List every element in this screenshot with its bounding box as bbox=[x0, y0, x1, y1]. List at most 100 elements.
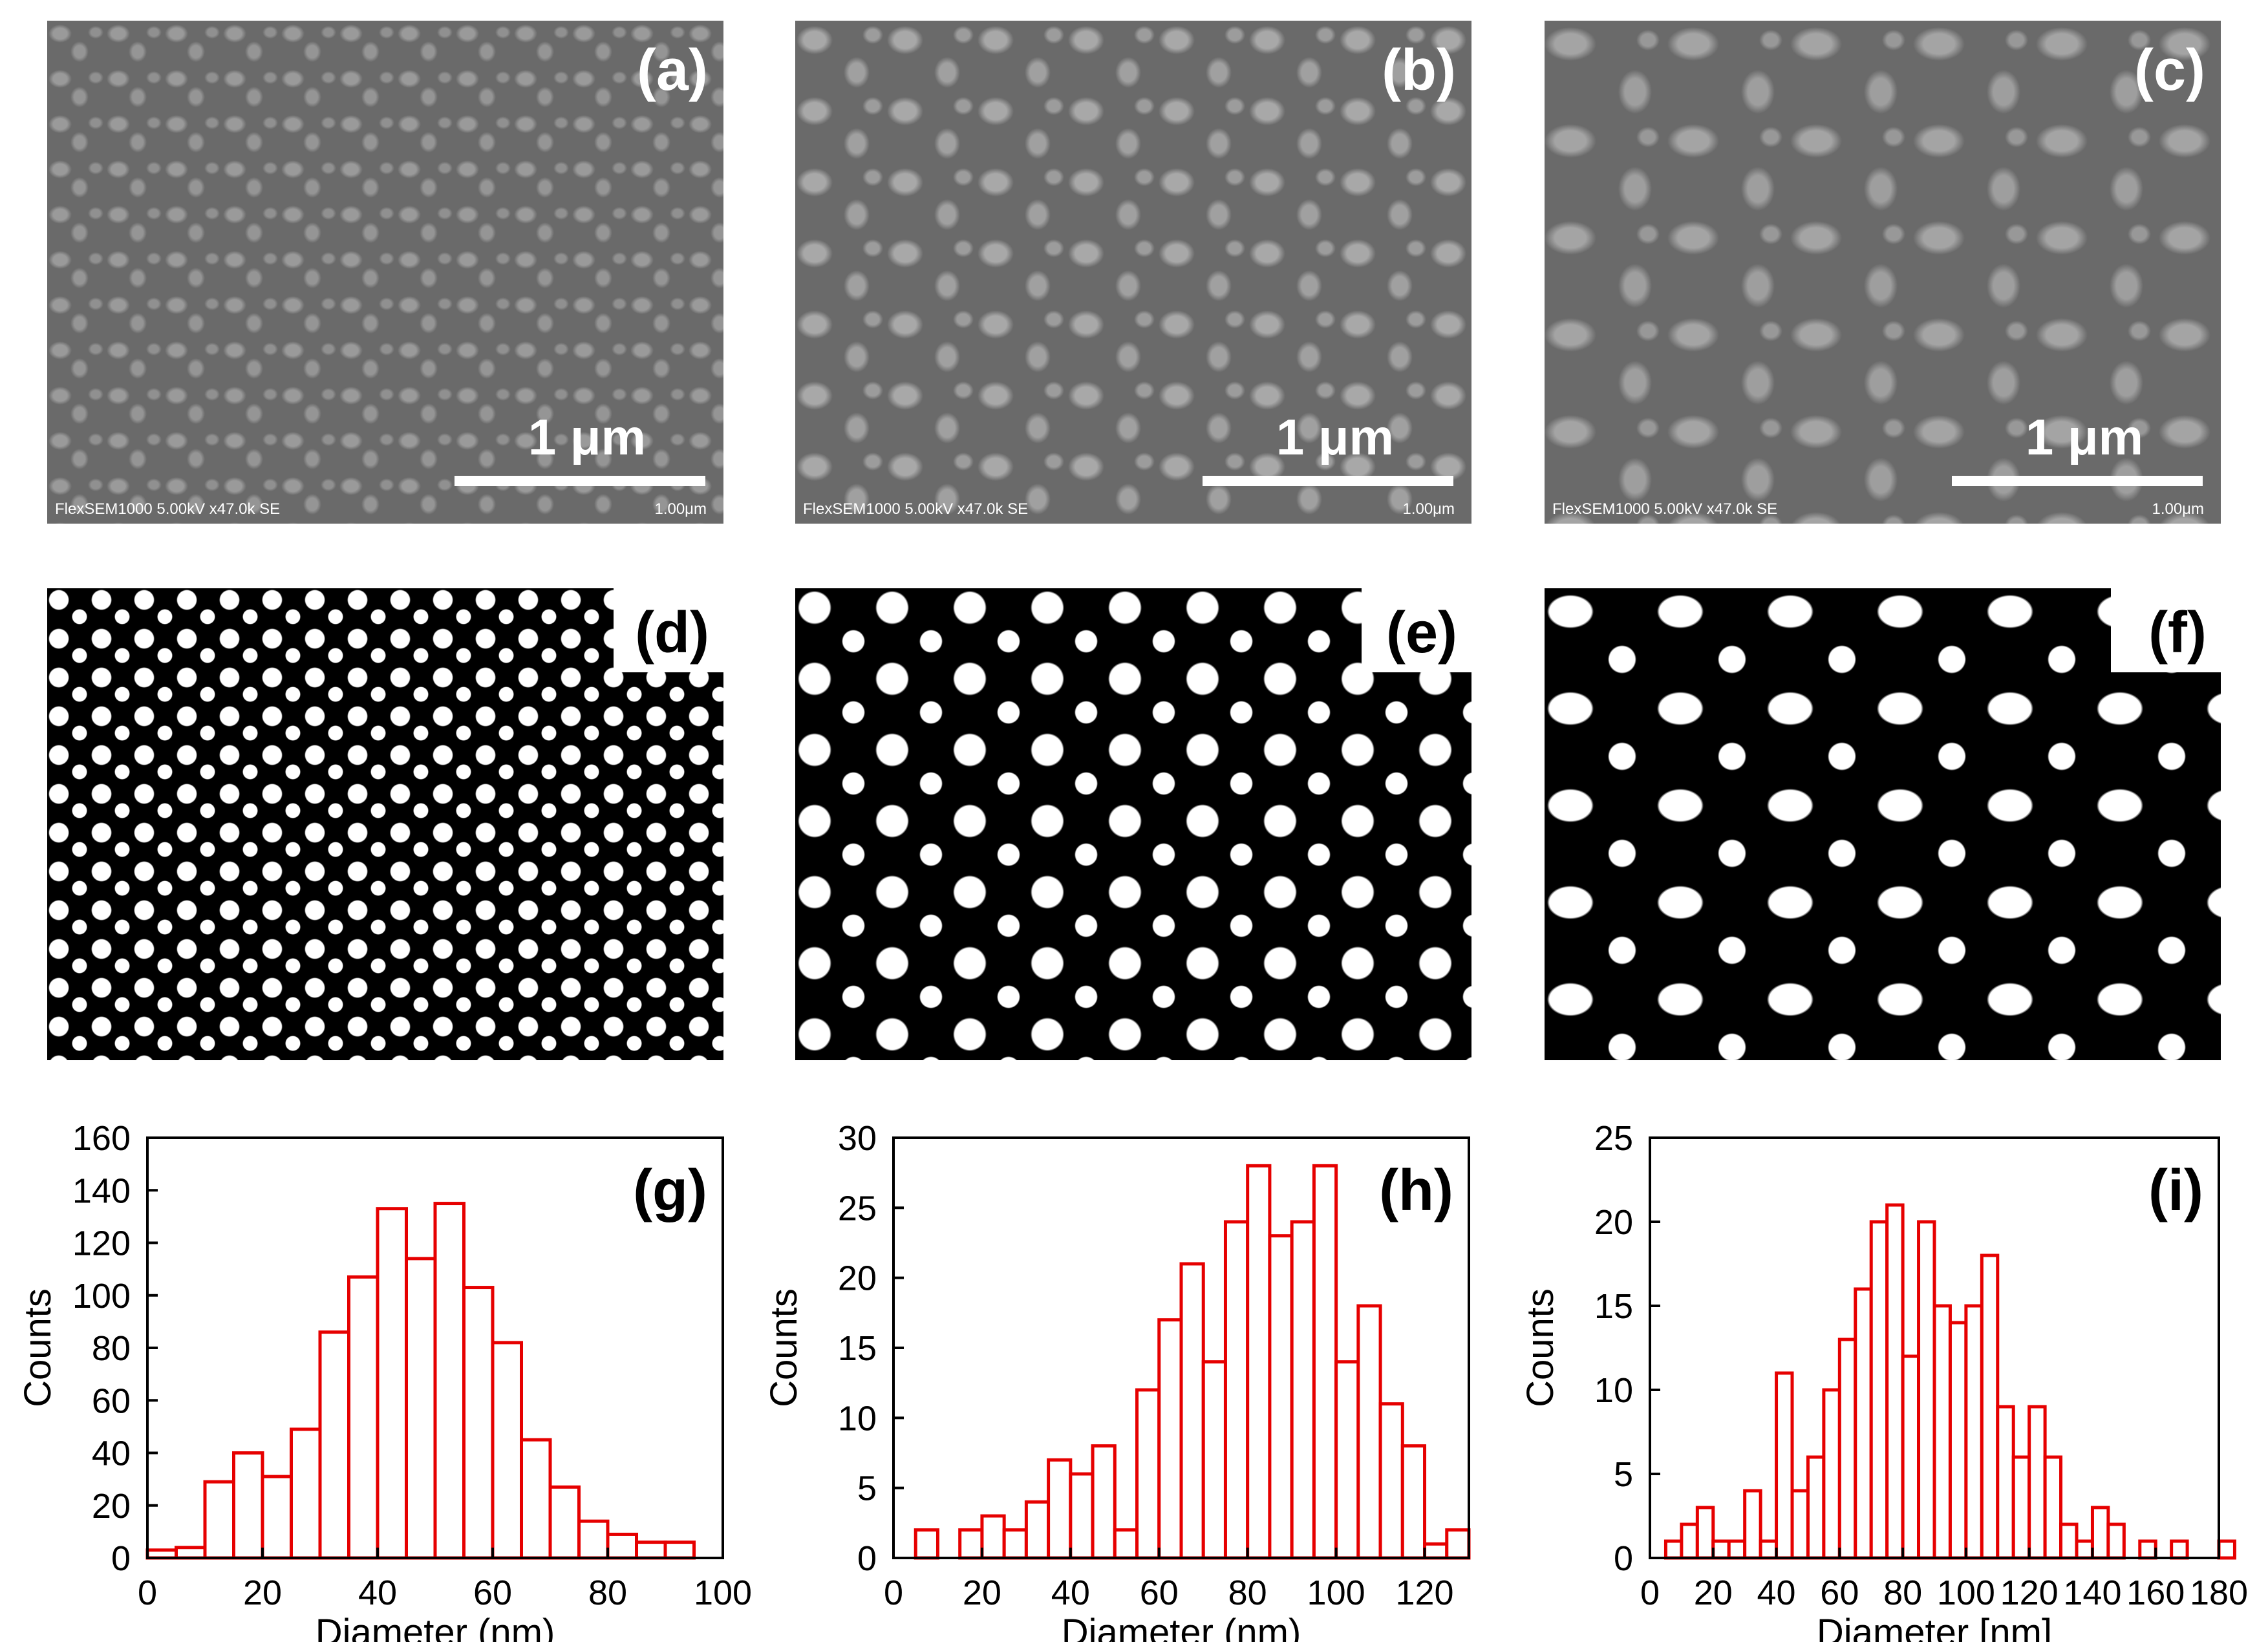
chart0-xtick-label-1: 20 bbox=[243, 1573, 282, 1612]
chart1-ytick-label-3: 15 bbox=[838, 1329, 877, 1368]
chart2-bar-12 bbox=[1854, 1287, 1873, 1560]
histogram-i: 0 20 40 60 80 100 120 140 160 180 0 5 10 15 20 25 Diamet… bbox=[1519, 1119, 2248, 1642]
sem-info-a: FlexSEM1000 5.00kV x47.0k SE bbox=[55, 500, 281, 518]
chart2-xtick-label-2: 40 bbox=[1757, 1573, 1796, 1612]
chart1-xtick-label-2: 40 bbox=[1051, 1573, 1090, 1612]
sem-image-c: (c) 1 μm FlexSEM1000 5.00kV x47.0k SE 1.… bbox=[1545, 21, 2221, 524]
chart2-ytick-label-5: 25 bbox=[1594, 1119, 1633, 1158]
chart1-bar-20 bbox=[1356, 1304, 1382, 1560]
chart2-ytick-label-0: 0 bbox=[1614, 1539, 1633, 1578]
chart0-ytick-label-3: 60 bbox=[92, 1381, 131, 1420]
chart1-bar-7 bbox=[1069, 1472, 1095, 1560]
sem-info-right-c: 1.00μm bbox=[2152, 500, 2204, 518]
chart2-ylabel: Counts bbox=[1519, 1288, 1561, 1407]
chart2-bar-24 bbox=[2043, 1455, 2063, 1560]
sem-info-c: FlexSEM1000 5.00kV x47.0k SE bbox=[1552, 500, 1778, 518]
panel-label-c: (c) bbox=[2134, 38, 2205, 103]
chart2-bar-3 bbox=[1711, 1539, 1731, 1560]
chart1-ytick-label-2: 10 bbox=[838, 1399, 877, 1438]
chart2-xtick-label-6: 120 bbox=[2000, 1573, 2059, 1612]
chart1-bar-17 bbox=[1290, 1220, 1316, 1560]
sem-image-b: (b) 1 μm FlexSEM1000 5.00kV x47.0k SE 1.… bbox=[795, 21, 1471, 524]
chart2-frame bbox=[1649, 1136, 2220, 1559]
chart0-bar-8 bbox=[376, 1207, 408, 1560]
chart1-bar-22 bbox=[1400, 1444, 1427, 1560]
chart2-bar-9 bbox=[1806, 1455, 1826, 1560]
panel-label-d: (d) bbox=[635, 601, 709, 665]
chart1-bar-15 bbox=[1246, 1164, 1272, 1560]
chart0-bar-16 bbox=[606, 1532, 638, 1560]
chart2-bar-25 bbox=[2059, 1522, 2079, 1560]
chart0-ytick-label-8: 160 bbox=[72, 1119, 131, 1158]
chart1-ytick-label-5: 25 bbox=[838, 1189, 877, 1228]
chart2-bar-22 bbox=[2011, 1455, 2031, 1560]
chart1-bar-16 bbox=[1268, 1234, 1294, 1560]
chart0-bar-2 bbox=[203, 1480, 235, 1560]
chart1-bar-5 bbox=[1024, 1500, 1051, 1560]
chart2-bar-19 bbox=[1964, 1304, 1984, 1560]
chart2-bar-7 bbox=[1775, 1371, 1794, 1560]
sem-image-a: (a) 1 μm FlexSEM1000 5.00kV x47.0k SE 1.… bbox=[47, 21, 723, 524]
chart0-ytick-label-2: 40 bbox=[92, 1434, 131, 1473]
chart1-ytick-label-6: 30 bbox=[838, 1119, 877, 1158]
histogram-h: 0 20 40 60 80 100 120 0 5 10 15 20 25 30 Diameter (nm)… bbox=[763, 1119, 1471, 1642]
chart2-bar-18 bbox=[1948, 1321, 1968, 1560]
chart1-bar-23 bbox=[1423, 1542, 1449, 1560]
scale-bar-text-a: 1 μm bbox=[528, 409, 646, 465]
chart1-bar-13 bbox=[1201, 1360, 1227, 1560]
chart1-bar-9 bbox=[1113, 1528, 1139, 1560]
chart0-bar-1 bbox=[175, 1546, 207, 1560]
chart1-panel-label: (h) bbox=[1379, 1158, 1453, 1223]
binary-image-e: (e) bbox=[795, 588, 1471, 1060]
label-box-d bbox=[614, 588, 723, 672]
sem-info-right-b: 1.00μm bbox=[1402, 500, 1455, 518]
scale-bar-a bbox=[455, 476, 705, 486]
binary-image-d: (d) bbox=[47, 588, 723, 1060]
chart0-bar-15 bbox=[577, 1519, 610, 1560]
chart0-bar-13 bbox=[520, 1438, 552, 1560]
chart2-xlabel: Diameter [nm] bbox=[1817, 1612, 2052, 1642]
scale-bar-c bbox=[1952, 476, 2203, 486]
chart1-bar-14 bbox=[1223, 1220, 1250, 1560]
chart2-bar-6 bbox=[1759, 1539, 1779, 1560]
chart0-bar-17 bbox=[635, 1541, 667, 1560]
chart2-xtick-label-1: 20 bbox=[1694, 1573, 1733, 1612]
chart2-bar-13 bbox=[1869, 1220, 1889, 1560]
chart2-xtick-label-5: 100 bbox=[1937, 1573, 1995, 1612]
chart2-ytick-label-3: 15 bbox=[1594, 1287, 1633, 1326]
chart2-bar-10 bbox=[1822, 1388, 1841, 1560]
chart0-xtick-label-0: 0 bbox=[138, 1573, 157, 1612]
chart2-bar-15 bbox=[1901, 1354, 1921, 1560]
chart2-xtick-label-4: 80 bbox=[1883, 1573, 1922, 1612]
chart2-xtick-label-8: 160 bbox=[2126, 1573, 2185, 1612]
chart1-ylabel: Counts bbox=[763, 1288, 805, 1407]
chart1-bar-18 bbox=[1312, 1164, 1338, 1560]
chart1-bar-4 bbox=[1002, 1528, 1028, 1560]
chart2-bar-1 bbox=[1680, 1522, 1699, 1560]
chart0-ylabel: Counts bbox=[17, 1288, 59, 1407]
sem-info-b: FlexSEM1000 5.00kV x47.0k SE bbox=[803, 500, 1029, 518]
chart0-bar-11 bbox=[462, 1286, 495, 1560]
histogram-g: 0 20 40 60 80 100 0 20 40 60 80 100 120 140 160 Diamete… bbox=[17, 1119, 752, 1642]
chart1-bar-11 bbox=[1157, 1318, 1183, 1560]
chart1-ytick-label-0: 0 bbox=[857, 1539, 877, 1578]
chart2-bar-26 bbox=[2075, 1539, 2094, 1560]
chart2-bar-8 bbox=[1790, 1489, 1810, 1560]
label-box-f bbox=[2111, 588, 2221, 672]
chart1-bar-8 bbox=[1091, 1444, 1117, 1560]
chart2-bar-17 bbox=[1932, 1304, 1952, 1560]
chart2-bar-28 bbox=[2106, 1522, 2126, 1560]
chart2-xtick-label-3: 60 bbox=[1820, 1573, 1859, 1612]
panel-label-e: (e) bbox=[1386, 601, 1457, 665]
chart0-bar-9 bbox=[405, 1257, 437, 1560]
chart1-bar-24 bbox=[1445, 1528, 1471, 1560]
chart0-ytick-label-5: 100 bbox=[72, 1277, 131, 1316]
chart0-bar-5 bbox=[290, 1427, 322, 1560]
chart2-bar-16 bbox=[1917, 1220, 1936, 1560]
chart2-bar-20 bbox=[1980, 1253, 2000, 1560]
chart2-bar-30 bbox=[2138, 1539, 2157, 1560]
chart2-bar-32 bbox=[2170, 1539, 2189, 1560]
label-box-e bbox=[1362, 588, 1471, 672]
chart1-xtick-label-1: 20 bbox=[963, 1573, 1001, 1612]
chart2-bar-11 bbox=[1837, 1338, 1857, 1560]
